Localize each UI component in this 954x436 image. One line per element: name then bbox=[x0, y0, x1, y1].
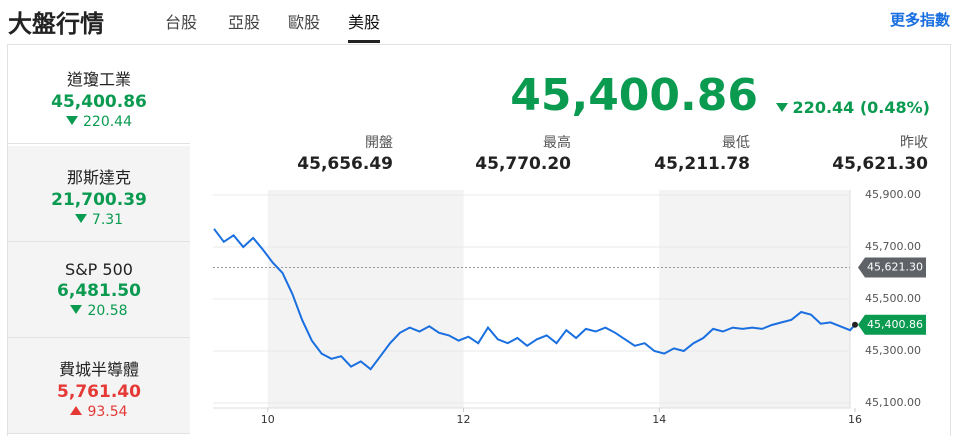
index-item[interactable]: S&P 500 6,481.50 20.58 bbox=[8, 242, 190, 338]
stat-label: 昨收 bbox=[900, 135, 928, 151]
y-tick-label: 45,100.00 bbox=[865, 396, 921, 409]
index-item[interactable]: 那斯達克 21,700.39 7.31 bbox=[8, 146, 190, 242]
change-text: 20.58 bbox=[87, 303, 128, 319]
more-link[interactable]: 更多指數 bbox=[889, 11, 950, 29]
index-change: 93.54 bbox=[8, 404, 190, 420]
chart: 45,100.00 45,300.00 45,500.00 45,700.00 45,9… bbox=[213, 188, 926, 426]
index-item[interactable]: 費城半導體 5,761.40 93.54 bbox=[8, 338, 190, 434]
tab[interactable]: 亞股 bbox=[228, 13, 261, 32]
change-text: 220.44 bbox=[83, 114, 132, 130]
index-value: 21,700.39 bbox=[51, 190, 147, 210]
tab[interactable]: 歐股 bbox=[288, 13, 321, 32]
change-text: 93.54 bbox=[87, 404, 128, 420]
index-item[interactable]: 道瓊工業 45,400.86 220.44 bbox=[8, 48, 190, 144]
index-name: 道瓊工業 bbox=[66, 70, 131, 89]
index-value: 45,400.86 bbox=[51, 92, 147, 112]
index-change: 220.44 bbox=[8, 114, 190, 130]
change: 220.44 (0.48%) bbox=[775, 98, 930, 117]
stat-value: 45,211.78 bbox=[654, 154, 750, 174]
stat-label: 最低 bbox=[722, 135, 750, 151]
x-tick-label: 14 bbox=[652, 413, 666, 426]
y-tick-label: 45,900.00 bbox=[865, 188, 921, 201]
change-arrow bbox=[70, 305, 83, 314]
index-name: S&P 500 bbox=[65, 260, 133, 279]
last-price-tag: 45,400.86 bbox=[867, 318, 923, 331]
x-tick-label: 12 bbox=[457, 413, 471, 426]
index-value: 6,481.50 bbox=[57, 281, 141, 301]
stat-value: 45,621.30 bbox=[832, 154, 928, 174]
stat-value: 45,770.20 bbox=[475, 154, 571, 174]
price-line bbox=[213, 228, 856, 371]
last-price-tag-bg bbox=[858, 314, 926, 335]
index-name: 費城半導體 bbox=[58, 360, 139, 379]
y-tick-label: 45,300.00 bbox=[865, 344, 921, 357]
x-tick-label: 10 bbox=[261, 413, 275, 426]
reference-tag-bg bbox=[858, 257, 926, 278]
y-tick-label: 45,700.00 bbox=[865, 240, 921, 253]
price: 45,400.86 bbox=[510, 70, 758, 121]
stat-value: 45,656.49 bbox=[297, 154, 393, 174]
change-arrow bbox=[66, 116, 78, 125]
change-arrow bbox=[775, 103, 788, 112]
change-text: 220.44 (0.48%) bbox=[792, 98, 930, 117]
title: 大盤行情 bbox=[8, 10, 104, 38]
panel bbox=[7, 44, 951, 436]
change-arrow bbox=[70, 406, 83, 415]
index-change: 7.31 bbox=[8, 212, 190, 228]
index-value: 5,761.40 bbox=[57, 382, 141, 402]
change-text: 7.31 bbox=[91, 212, 124, 228]
reference-tag: 45,621.30 bbox=[867, 260, 923, 273]
tab[interactable]: 美股 bbox=[348, 9, 381, 43]
stat-label: 最高 bbox=[543, 135, 571, 151]
last-point bbox=[852, 321, 858, 328]
index-name: 那斯達克 bbox=[66, 168, 131, 187]
x-tick-label: 16 bbox=[848, 413, 862, 426]
index-change: 20.58 bbox=[8, 303, 190, 319]
stat-label: 開盤 bbox=[365, 135, 393, 151]
tab[interactable]: 台股 bbox=[165, 13, 198, 32]
change-arrow bbox=[74, 214, 87, 223]
y-tick-label: 45,500.00 bbox=[865, 292, 921, 305]
